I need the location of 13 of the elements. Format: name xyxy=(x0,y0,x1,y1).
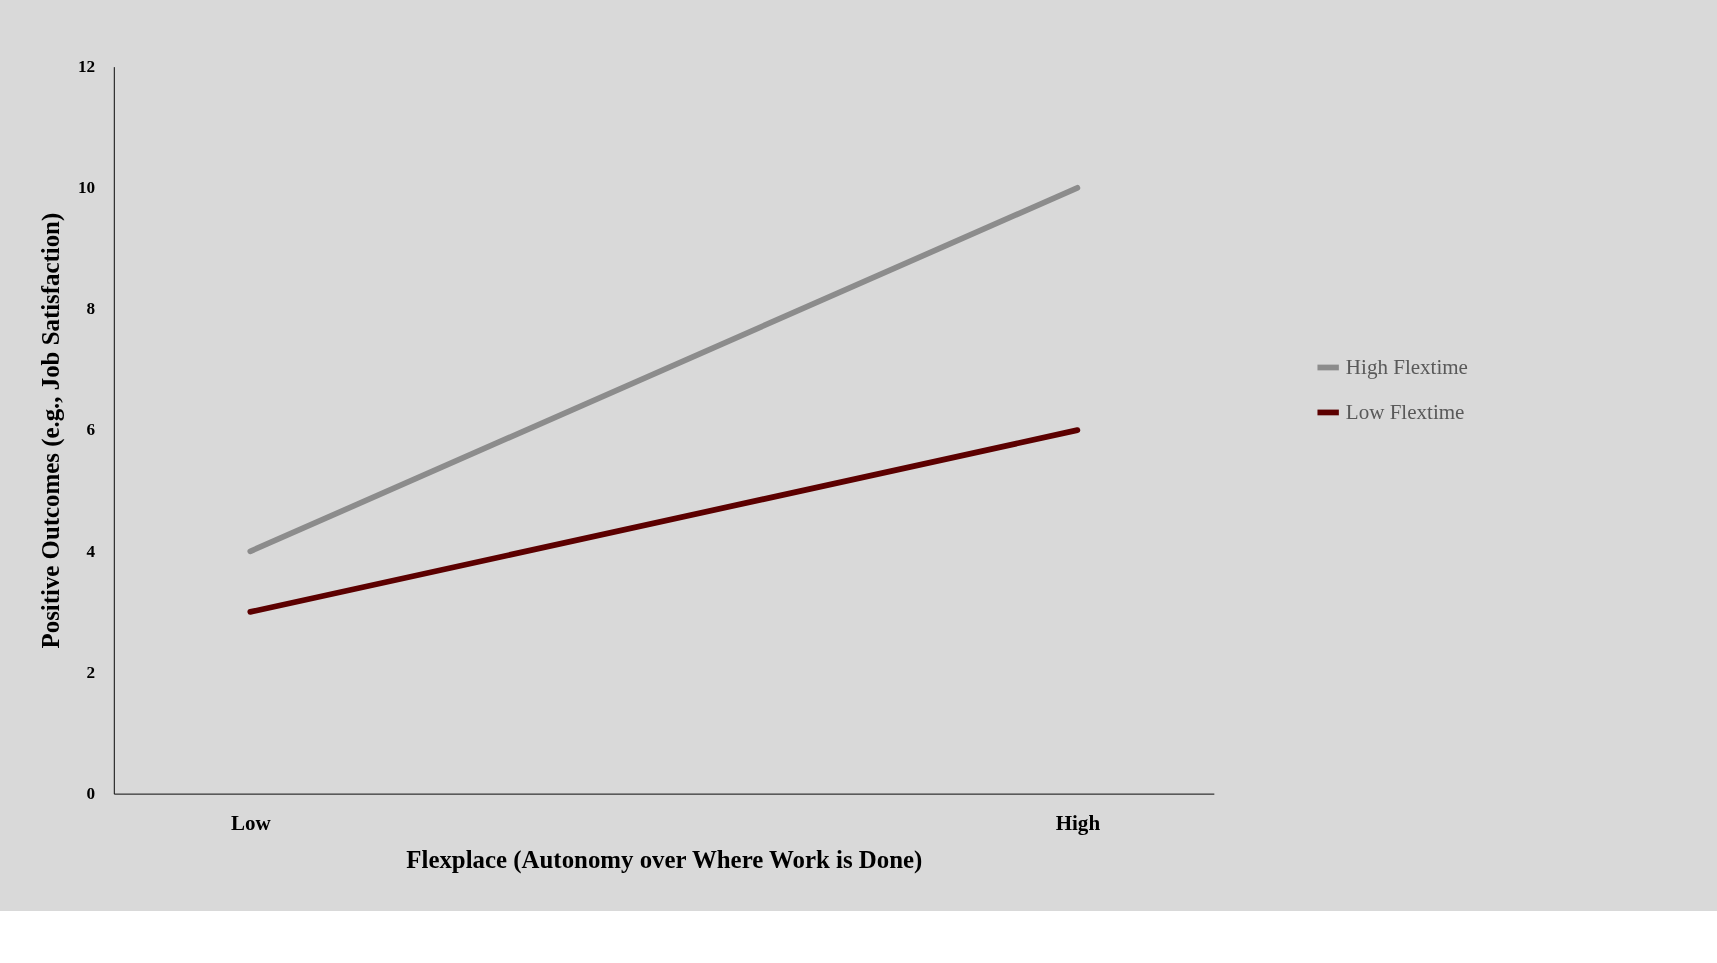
y-tick-label: 0 xyxy=(86,783,96,803)
y-tick-label: 12 xyxy=(77,56,96,76)
y-tick-label: 4 xyxy=(86,541,96,561)
y-tick-label: 2 xyxy=(86,662,96,682)
y-tick-label: 8 xyxy=(86,299,96,319)
y-tick-label: 6 xyxy=(86,420,96,440)
x-axis-title: Flexplace (Autonomy over Where Work is Done) xyxy=(406,845,923,874)
legend-label: High Flextime xyxy=(1345,355,1468,380)
x-tick-label: High xyxy=(1055,810,1101,835)
y-axis-title: Positive Outcomes (e.g., Job Satisfaction) xyxy=(36,212,65,649)
x-tick-label: Low xyxy=(230,810,272,835)
y-tick-label: 10 xyxy=(77,178,96,198)
legend-label: Low Flextime xyxy=(1345,400,1465,425)
